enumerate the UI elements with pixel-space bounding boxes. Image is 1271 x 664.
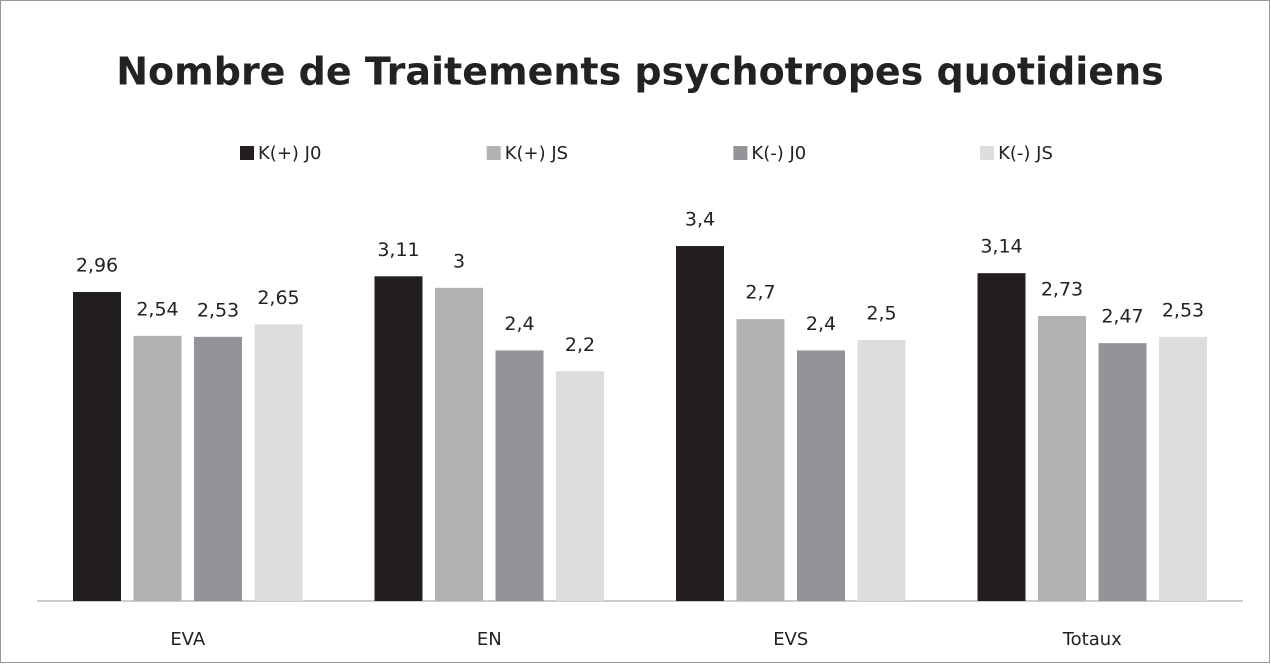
data-label: 2,53 — [197, 299, 239, 321]
bar — [1098, 343, 1147, 601]
data-label: 2,2 — [565, 334, 595, 356]
data-label: 2,96 — [76, 254, 118, 276]
bar — [194, 336, 242, 601]
legend-label: K(-) JS — [998, 143, 1053, 164]
chart-title: Nombre de Traitements psychotropes quoti… — [116, 50, 1164, 94]
bar — [374, 276, 423, 601]
x-tick-label: EN — [477, 629, 502, 650]
data-label: 2,4 — [504, 313, 534, 335]
data-label: 3,4 — [685, 209, 715, 231]
legend-swatch — [733, 146, 748, 160]
bar — [435, 287, 483, 601]
legend-label: K(-) J0 — [751, 143, 806, 164]
data-label: 2,4 — [806, 313, 836, 335]
bar — [556, 371, 604, 601]
bar — [495, 350, 544, 601]
data-label: 3 — [453, 250, 465, 272]
data-label: 2,47 — [1101, 306, 1143, 328]
legend-swatch — [980, 146, 995, 160]
bar — [736, 319, 785, 601]
legend-label: K(+) JS — [505, 143, 568, 164]
data-label: 2,53 — [1162, 299, 1204, 321]
bar — [676, 246, 724, 602]
data-label: 3,14 — [980, 236, 1022, 258]
x-tick-label: Totaux — [1062, 629, 1122, 650]
x-tick-label: EVS — [773, 629, 808, 650]
bar — [133, 335, 182, 601]
bar — [797, 350, 845, 601]
bar — [254, 324, 303, 601]
data-label: 2,73 — [1041, 278, 1083, 300]
bar — [1038, 315, 1086, 601]
x-tick-label: EVA — [170, 629, 206, 650]
data-label: 3,11 — [377, 239, 419, 261]
bar — [73, 291, 121, 601]
legend-swatch — [240, 146, 254, 160]
bar — [977, 273, 1026, 601]
data-label: 2,65 — [257, 287, 299, 309]
data-label: 2,5 — [866, 303, 896, 325]
data-label: 2,7 — [745, 282, 775, 304]
legend-label: K(+) J0 — [258, 143, 321, 164]
legend-swatch — [486, 146, 501, 160]
data-label: 2,54 — [136, 298, 178, 320]
bar — [1159, 336, 1207, 601]
bar — [857, 340, 906, 601]
